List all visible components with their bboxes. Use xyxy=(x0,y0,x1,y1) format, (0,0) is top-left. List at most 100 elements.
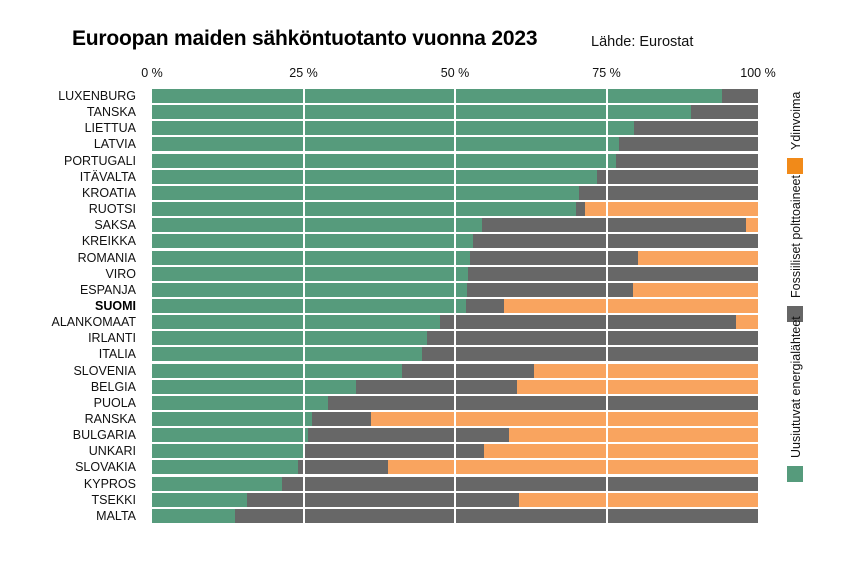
chart-row: SLOVAKIA xyxy=(75,460,758,475)
chart-row: ALANKOMAAT xyxy=(51,315,758,330)
chart-row: RANSKA xyxy=(85,412,758,426)
segment-nuclear xyxy=(504,298,758,313)
segment-renewables xyxy=(152,185,580,200)
segment-renewables xyxy=(152,331,428,346)
chart-row: SUOMI xyxy=(95,298,758,313)
chart-row: ROMANIA xyxy=(78,250,758,265)
country-label: TANSKA xyxy=(86,105,136,120)
country-label: VIRO xyxy=(105,266,136,281)
segment-nuclear xyxy=(508,428,758,443)
gridline xyxy=(605,88,608,526)
segment-nuclear xyxy=(484,444,758,459)
x-tick-label: 100 % xyxy=(740,66,776,80)
gridline xyxy=(454,88,456,526)
segment-fossil xyxy=(618,137,758,152)
country-label: LUXENBURG xyxy=(58,89,136,103)
segment-fossil xyxy=(422,347,758,362)
chart-row: VIRO xyxy=(105,266,758,281)
segment-nuclear xyxy=(735,315,758,330)
segment-renewables xyxy=(152,412,312,426)
chart-row: BULGARIA xyxy=(73,428,758,443)
chart-row: ESPANJA xyxy=(80,282,758,297)
country-label: SUOMI xyxy=(95,298,136,313)
plot-area: LUXENBURG TANSKA LIETTUA LATVIA PORTUGALI ITÄ… xyxy=(51,88,758,526)
segment-fossil xyxy=(282,476,758,491)
country-label: KYPROS xyxy=(83,476,136,491)
country-label: LATVIA xyxy=(93,137,136,152)
segment-renewables xyxy=(152,266,469,281)
country-label: LIETTUA xyxy=(84,121,136,136)
segment-nuclear xyxy=(633,282,758,297)
chart-row: KREIKKA xyxy=(82,234,758,249)
segment-renewables xyxy=(152,508,236,523)
segment-renewables xyxy=(152,89,722,103)
segment-renewables xyxy=(152,379,357,394)
segment-renewables xyxy=(152,460,299,475)
segment-fossil xyxy=(305,444,485,459)
chart-row: ITALIA xyxy=(99,347,758,362)
segment-renewables xyxy=(152,476,283,491)
country-label: ITÄVALTA xyxy=(79,169,136,184)
segment-fossil xyxy=(247,492,520,507)
segment-nuclear xyxy=(516,379,758,394)
chart-row: ITÄVALTA xyxy=(80,169,758,184)
chart-row: RUOTSI xyxy=(89,202,758,217)
chart-row: BELGIA xyxy=(91,379,758,394)
segment-fossil xyxy=(439,315,736,330)
x-axis-ticks: 0 % 25 % 50 % 75 % 100 % xyxy=(141,66,776,82)
chart-row: IRLANTI xyxy=(88,331,758,346)
segment-fossil xyxy=(633,121,758,136)
chart-row: KYPROS xyxy=(84,476,758,491)
legend-swatch xyxy=(787,158,803,174)
segment-renewables xyxy=(152,492,248,507)
segment-fossil xyxy=(482,218,746,233)
x-tick-label: 25 % xyxy=(289,66,318,80)
country-label: ITALIA xyxy=(98,347,136,362)
segment-nuclear xyxy=(533,363,758,378)
country-label: IRLANTI xyxy=(88,331,136,346)
segment-fossil xyxy=(235,508,758,523)
chart-row: KROATIA xyxy=(82,185,758,200)
segment-fossil xyxy=(307,428,509,443)
segment-renewables xyxy=(152,121,634,136)
chart-row: LUXENBURG xyxy=(58,89,758,103)
legend-label: Ydinvoima xyxy=(789,91,803,150)
x-tick-label: 75 % xyxy=(592,66,621,80)
segment-nuclear xyxy=(745,218,758,233)
segment-nuclear xyxy=(585,202,758,217)
country-label: BELGIA xyxy=(90,379,136,394)
segment-renewables xyxy=(152,444,306,459)
country-label: SLOVAKIA xyxy=(75,460,136,475)
segment-renewables xyxy=(152,105,692,120)
legend-label: Fossiiliset polttoaineet xyxy=(789,175,803,298)
segment-fossil xyxy=(427,331,758,346)
segment-renewables xyxy=(152,137,619,152)
segment-renewables xyxy=(152,234,474,249)
segment-renewables xyxy=(152,282,468,297)
segment-renewables xyxy=(152,395,328,410)
chart-row: SAKSA xyxy=(94,218,758,233)
segment-fossil xyxy=(721,89,758,103)
chart-row: PORTUGALI xyxy=(64,153,758,168)
chart-row: LIETTUA xyxy=(85,121,758,136)
x-tick-label: 0 % xyxy=(141,66,163,80)
segment-fossil xyxy=(576,202,586,217)
country-label: BULGARIA xyxy=(72,428,136,443)
country-label: TSEKKI xyxy=(91,492,136,507)
country-label: KREIKKA xyxy=(81,234,136,249)
country-label: RUOTSI xyxy=(88,202,136,217)
chart-row: TANSKA xyxy=(87,105,758,120)
segment-nuclear xyxy=(370,412,758,426)
country-label: MALTA xyxy=(96,508,136,523)
x-tick-label: 50 % xyxy=(440,66,470,80)
chart-row: SLOVENIA xyxy=(73,363,758,378)
segment-renewables xyxy=(152,315,440,330)
chart-row: UNKARI xyxy=(89,444,758,459)
segment-renewables xyxy=(152,218,483,233)
segment-fossil xyxy=(470,250,638,265)
segment-renewables xyxy=(152,169,598,184)
chart-row: PUOLA xyxy=(94,395,758,410)
segment-fossil xyxy=(311,412,371,426)
legend-swatch xyxy=(787,306,803,322)
